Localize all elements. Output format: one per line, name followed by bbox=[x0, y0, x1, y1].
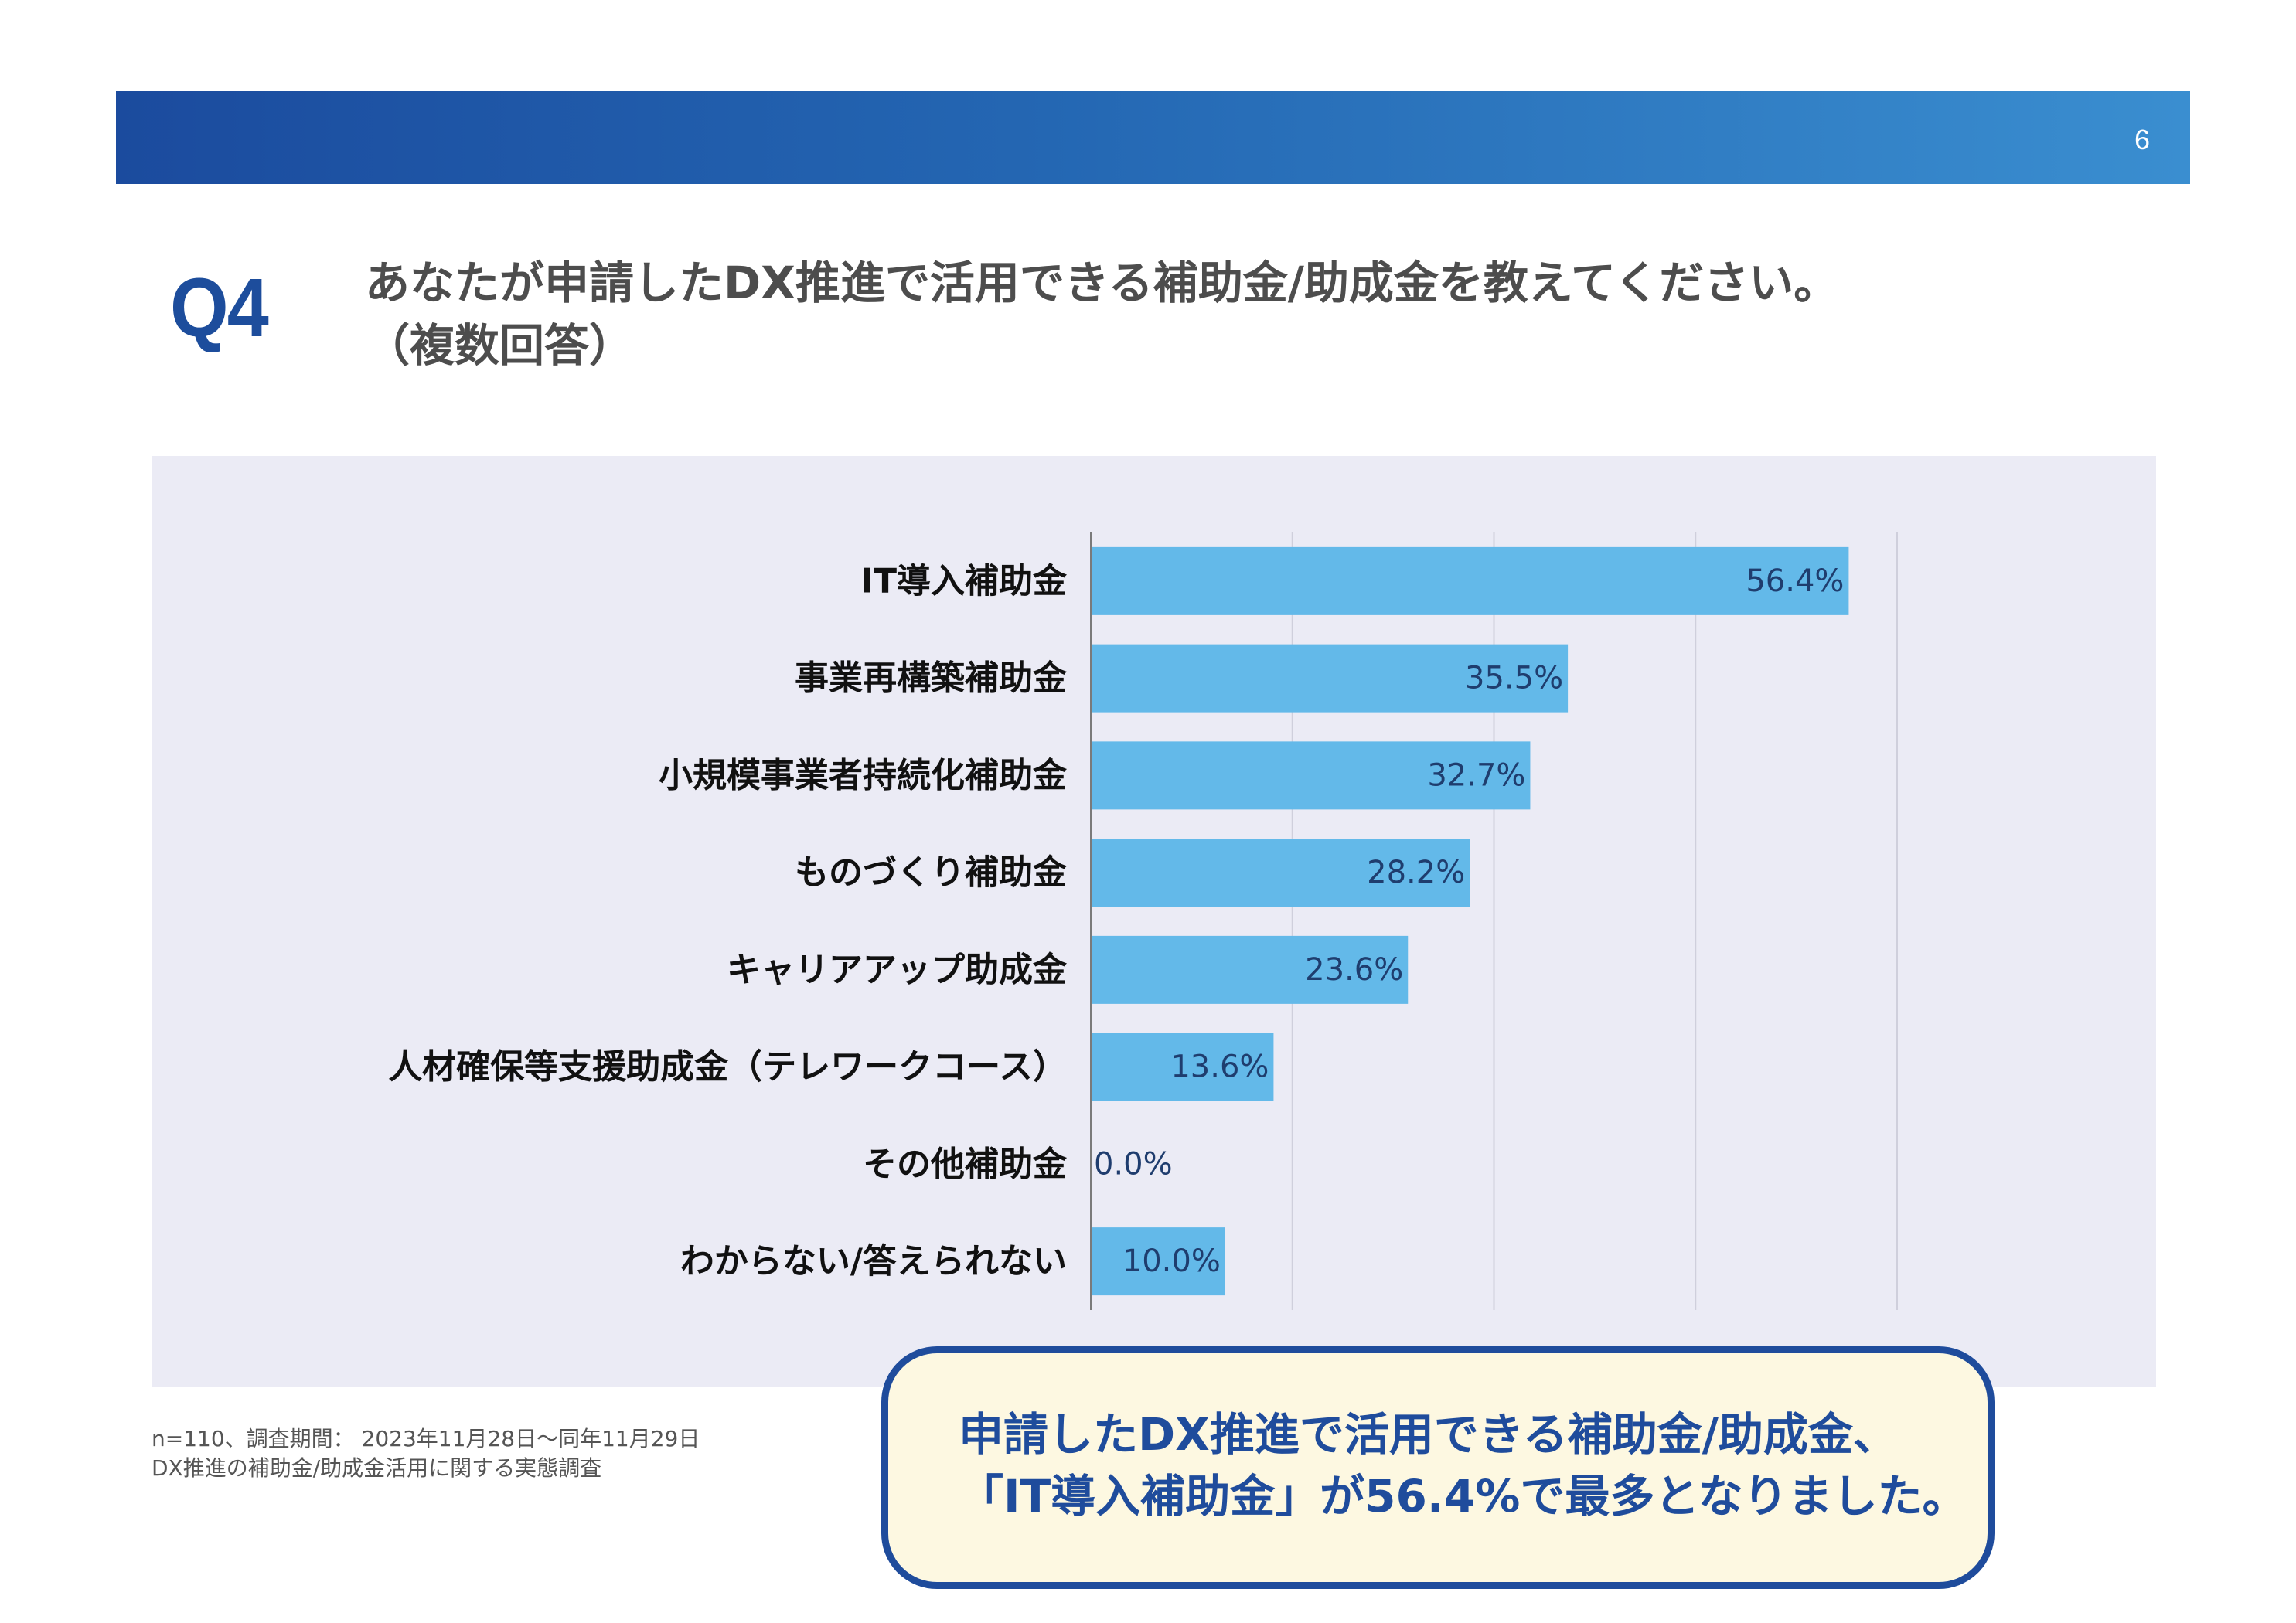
chart-value-label: 28.2% bbox=[1367, 855, 1465, 890]
chart-value-label: 56.4% bbox=[1746, 563, 1844, 599]
chart-category-label: その他補助金 bbox=[863, 1145, 1068, 1184]
chart-bar bbox=[1091, 546, 1849, 615]
summary-callout: 申請したDX推進で活用できる補助金/助成金、 「IT導入補助金」が56.4%で最… bbox=[881, 1346, 1995, 1589]
chart-bar bbox=[1091, 644, 1569, 713]
question-text: あなたが申請したDX推進で活用できる補助金/助成金を教えてください。 （複数回答… bbox=[365, 252, 1838, 377]
chart-category-label: ものづくり補助金 bbox=[795, 853, 1068, 893]
chart-value-label: 23.6% bbox=[1305, 952, 1403, 988]
question-number: Q4 bbox=[170, 260, 269, 354]
chart-category-label: わからない/答えられない bbox=[680, 1242, 1067, 1281]
chart-value-label: 0.0% bbox=[1094, 1146, 1173, 1182]
chart-category-label: 事業再構築補助金 bbox=[795, 658, 1068, 698]
chart-bar bbox=[1091, 839, 1470, 907]
chart-value-label: 10.0% bbox=[1122, 1244, 1221, 1279]
callout-line-2: 「IT導入補助金」が56.4%で最多となりました。 bbox=[959, 1470, 1967, 1523]
chart-category-label: 人材確保等支援助成金（テレワークコース） bbox=[388, 1047, 1067, 1087]
chart-category-label: キャリアアップ助成金 bbox=[727, 950, 1068, 989]
question-line-1: あなたが申請したDX推進で活用できる補助金/助成金を教えてください。 bbox=[365, 257, 1839, 309]
footnote: n=110、調査期間： 2023年11月28日～同年11月29日 DX推進の補助… bbox=[152, 1424, 700, 1483]
question-line-2: （複数回答） bbox=[365, 319, 635, 372]
chart-value-label: 13.6% bbox=[1170, 1050, 1269, 1085]
page-number: 6 bbox=[2134, 124, 2150, 155]
chart-category-label: IT導入補助金 bbox=[861, 561, 1068, 601]
chart-bar bbox=[1091, 935, 1409, 1004]
chart-value-label: 32.7% bbox=[1427, 757, 1525, 793]
footnote-sample-and-period: n=110、調査期間： 2023年11月28日～同年11月29日 bbox=[152, 1426, 700, 1451]
callout-line-1: 申請したDX推進で活用できる補助金/助成金、 bbox=[959, 1408, 1898, 1461]
chart-bar bbox=[1091, 1033, 1274, 1101]
chart-bar bbox=[1091, 1227, 1225, 1296]
chart-value-label: 35.5% bbox=[1465, 661, 1563, 696]
chart-bar bbox=[1091, 741, 1531, 810]
chart-panel: IT導入補助金 56.4% 事業再構築補助金 35.5% 小規模事業者持続化補助金 32.… bbox=[152, 456, 2156, 1387]
footnote-survey-name: DX推進の補助金/助成金活用に関する実態調査 bbox=[152, 1455, 602, 1481]
chart-category-label: 小規模事業者持続化補助金 bbox=[659, 756, 1068, 795]
bar-chart: IT導入補助金 56.4% 事業再構築補助金 35.5% 小規模事業者持続化補助金 32.… bbox=[388, 532, 1898, 1310]
header-bar: 6 bbox=[116, 91, 2190, 184]
